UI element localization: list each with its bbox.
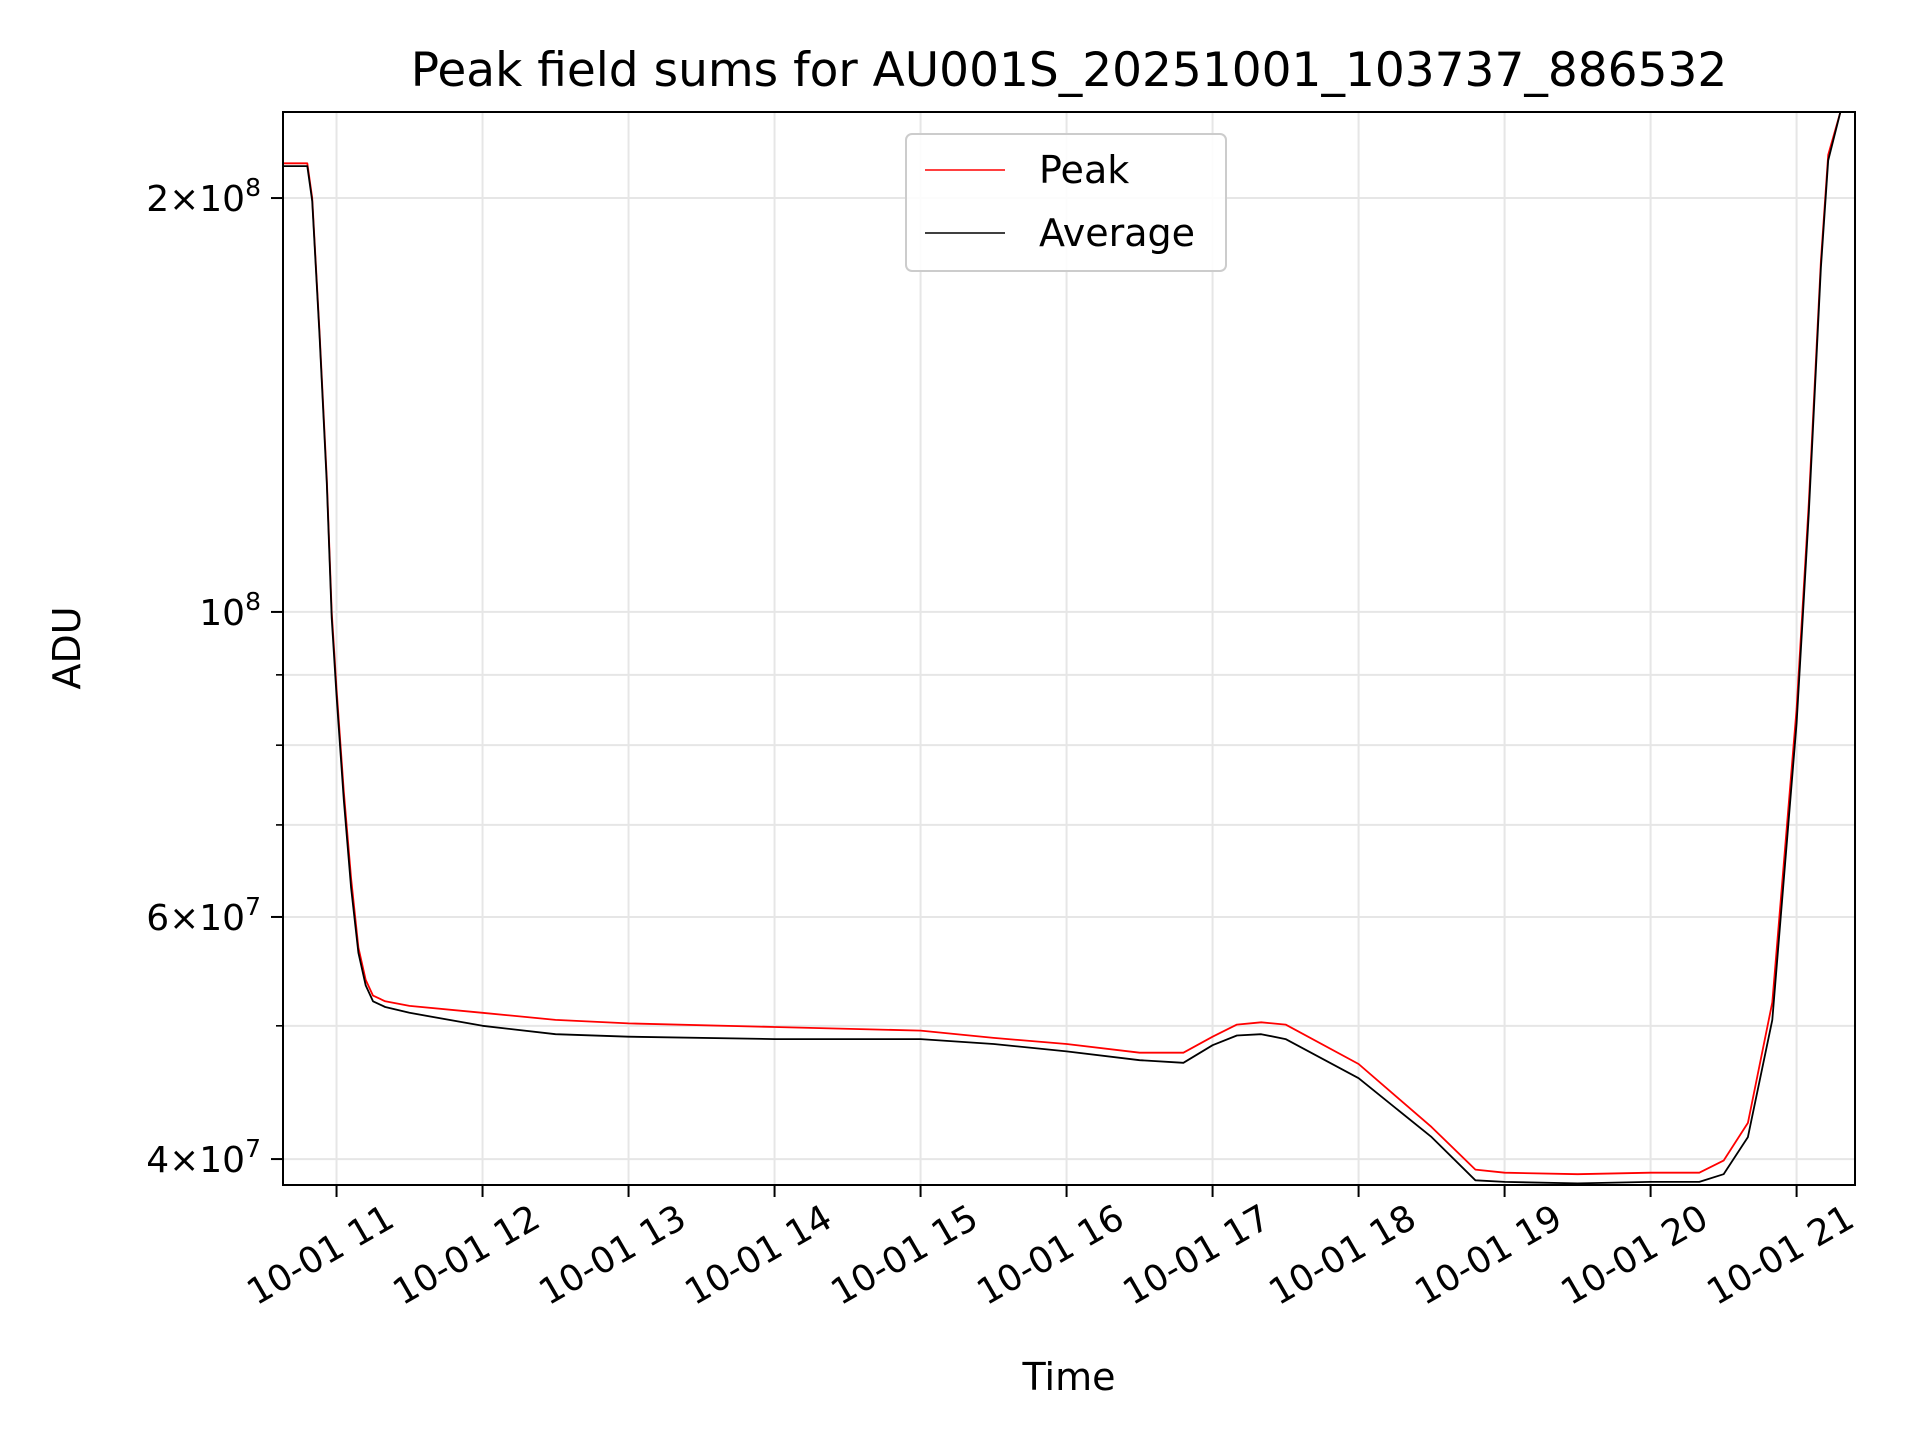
grid <box>283 112 1855 1185</box>
y-tick-label: 108 <box>199 587 261 634</box>
plot-frame <box>282 111 1856 1186</box>
x-axis-title: Time <box>1022 1355 1116 1399</box>
plot-lines <box>283 112 1855 1185</box>
chart-title: Peak field sums for AU001S_20251001_1037… <box>411 43 1728 98</box>
series-line-average <box>283 112 1855 1185</box>
y-tick-label: 2×108 <box>146 173 261 220</box>
y-tick-label: 4×107 <box>146 1134 261 1181</box>
y-tick-label: 6×107 <box>146 892 261 939</box>
legend-peak-label: Peak <box>1039 148 1129 192</box>
y-axis-title: ADU <box>45 606 89 689</box>
legend-average-label: Average <box>1039 211 1195 255</box>
legend: Peak Average <box>905 133 1227 272</box>
legend-box <box>905 133 1227 272</box>
